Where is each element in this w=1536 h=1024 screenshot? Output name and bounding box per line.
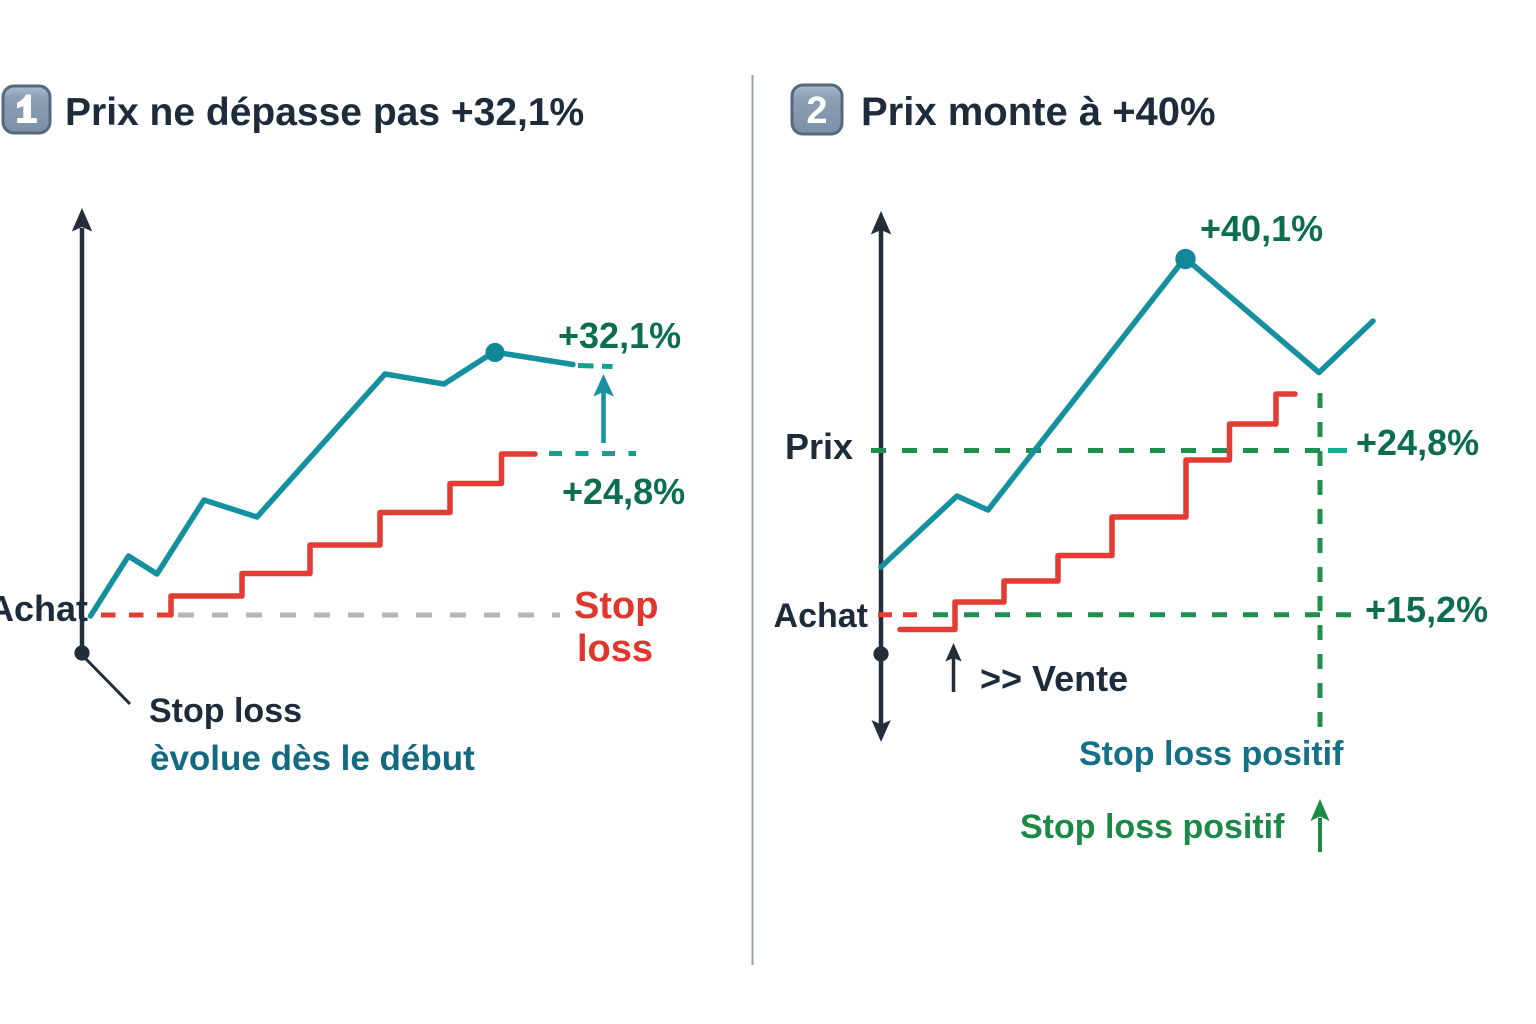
svg-text:Achat: Achat [0, 588, 88, 629]
svg-text:Stop: Stop [574, 585, 658, 627]
svg-text:+40,1%: +40,1% [1200, 208, 1323, 249]
svg-text:Stop loss positif: Stop loss positif [1020, 808, 1285, 846]
svg-text:Prix ne dépasse pas +32,1%: Prix ne dépasse pas +32,1% [65, 91, 584, 134]
svg-text:Stop loss: Stop loss [149, 692, 302, 730]
svg-text:+32,1%: +32,1% [558, 315, 681, 356]
svg-text:+24,8%: +24,8% [1356, 422, 1479, 463]
svg-text:+15,2%: +15,2% [1365, 589, 1488, 630]
svg-text:loss: loss [577, 628, 653, 670]
svg-text:Prix monte à +40%: Prix monte à +40% [861, 90, 1216, 134]
svg-text:Achat: Achat [774, 597, 868, 635]
svg-text:Prix: Prix [785, 426, 853, 467]
svg-text:+24,8%: +24,8% [562, 471, 685, 512]
svg-text:Stop loss positif: Stop loss positif [1079, 735, 1344, 773]
svg-text:2: 2 [806, 90, 827, 132]
svg-text:>> Vente: >> Vente [980, 658, 1128, 699]
svg-text:èvolue dès le début: èvolue dès le début [150, 739, 475, 778]
